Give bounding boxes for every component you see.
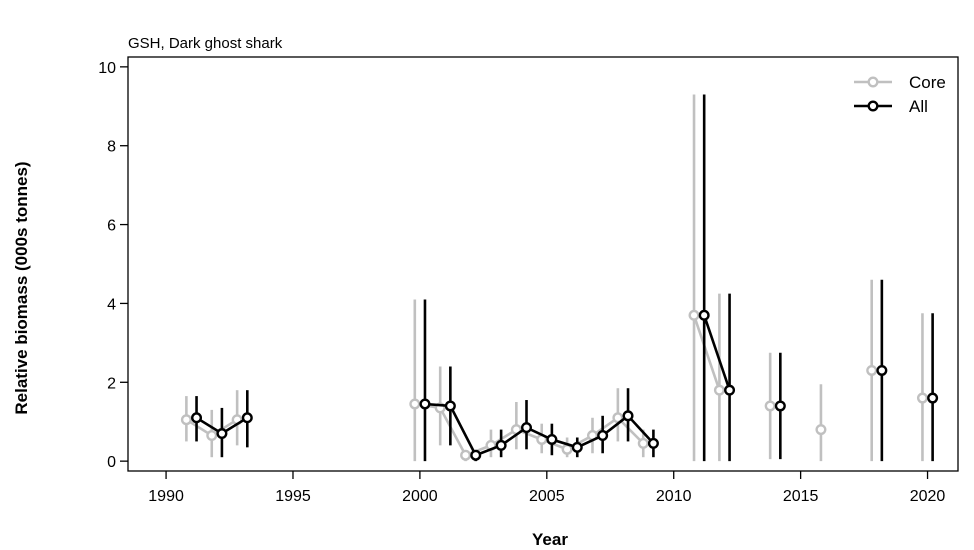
chart-title: GSH, Dark ghost shark: [128, 35, 283, 52]
data-point-core: [409, 398, 421, 410]
x-axis-title: Year: [532, 530, 568, 549]
data-point-all: [622, 410, 634, 422]
data-point-core: [460, 449, 472, 461]
data-point-core: [206, 430, 218, 442]
y-axis-title: Relative biomass (000s tonnes): [12, 161, 31, 414]
series-line-all: [702, 314, 731, 391]
legend-label-core: Core: [909, 73, 946, 92]
data-point-all: [698, 309, 710, 321]
data-point-all: [774, 400, 786, 412]
data-point-all: [927, 392, 939, 404]
data-point-all: [241, 412, 253, 424]
series-line-all: [424, 402, 655, 457]
y-tick-label: 4: [107, 296, 116, 313]
data-point-core: [866, 364, 878, 376]
legend: Core All: [854, 73, 946, 116]
legend-marker-all: [867, 100, 879, 112]
y-axis: 0 2 4 6 8 10: [98, 60, 128, 471]
series-line-core: [414, 402, 645, 457]
legend-label-all: All: [909, 97, 928, 116]
series-core: [180, 94, 928, 462]
series-line-core: [692, 314, 721, 391]
y-tick-label: 0: [107, 454, 116, 471]
data-point-core: [916, 392, 928, 404]
plot-frame: [127, 56, 959, 472]
data-point-all: [521, 422, 533, 434]
x-tick-label: 2020: [910, 488, 946, 505]
data-point-all: [495, 439, 507, 451]
data-point-all: [571, 441, 583, 453]
series-layer: [180, 94, 939, 462]
data-point-core: [713, 384, 725, 396]
data-point-core: [180, 414, 192, 426]
data-point-all: [724, 384, 736, 396]
data-point-core: [637, 437, 649, 449]
x-tick-label: 2015: [783, 488, 819, 505]
x-axis: 1990 1995 2000 2005 2010 2015 2020: [148, 471, 945, 505]
y-tick-label: 6: [107, 218, 116, 235]
y-tick-label: 2: [107, 375, 116, 392]
data-point-all: [419, 398, 431, 410]
x-tick-label: 2005: [529, 488, 565, 505]
data-point-all: [597, 430, 609, 442]
data-point-all: [647, 437, 659, 449]
data-point-all: [876, 364, 888, 376]
data-point-core: [764, 400, 776, 412]
data-point-all: [191, 412, 203, 424]
x-tick-label: 1990: [148, 488, 184, 505]
data-point-core: [688, 309, 700, 321]
x-tick-label: 1995: [275, 488, 311, 505]
data-point-all: [546, 433, 558, 445]
data-point-core: [815, 424, 827, 436]
data-point-all: [470, 449, 482, 461]
series-all: [191, 94, 939, 462]
data-point-all: [216, 428, 228, 440]
x-tick-label: 2000: [402, 488, 438, 505]
y-tick-label: 8: [107, 139, 116, 156]
y-tick-label: 10: [98, 60, 116, 77]
data-point-all: [444, 400, 456, 412]
legend-marker-core: [867, 76, 879, 88]
x-tick-label: 2010: [656, 488, 692, 505]
